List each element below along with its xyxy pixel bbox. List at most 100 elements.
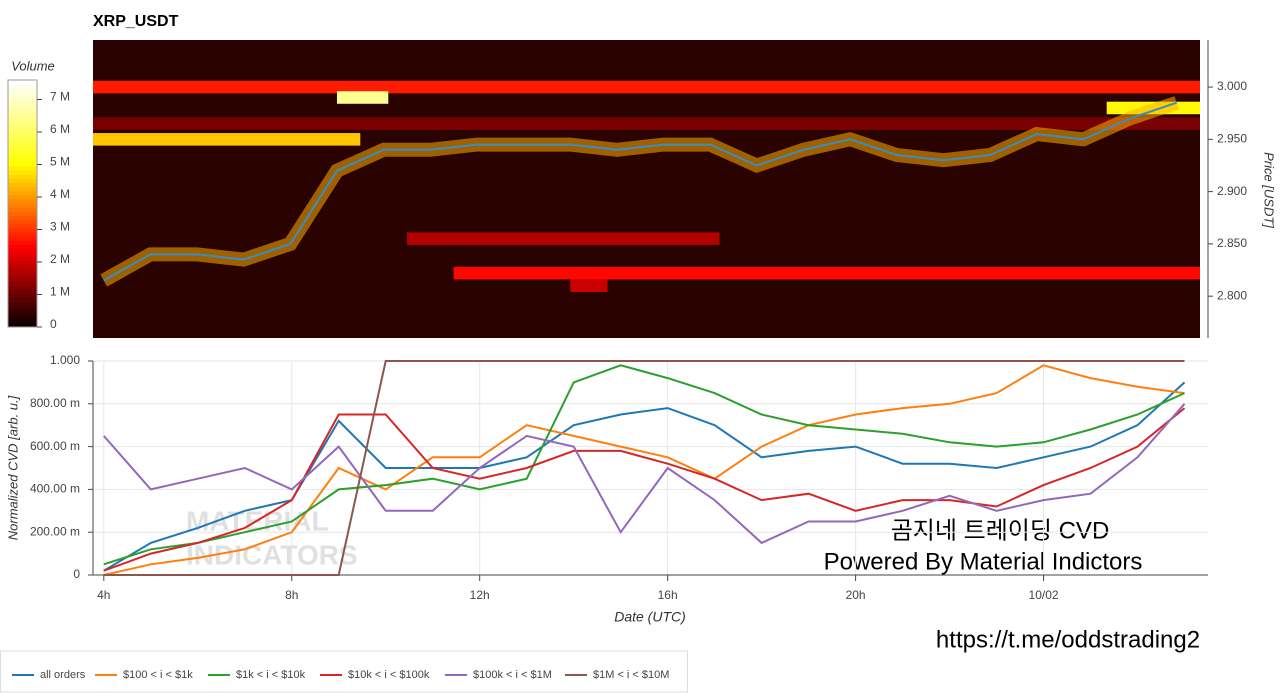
colorbar-swatch: [8, 112, 37, 118]
colorbar-swatch: [8, 314, 37, 320]
y-tick-label: 2.800: [1217, 288, 1247, 302]
colorbar-swatch: [8, 215, 37, 221]
colorbar-swatch: [8, 306, 37, 312]
colorbar-swatch: [8, 248, 37, 254]
heatmap-band: [570, 279, 608, 292]
colorbar-swatch: [8, 302, 37, 307]
heatmap-band: [93, 133, 361, 146]
heatmap-band: [93, 80, 1200, 94]
colorbar-swatch: [8, 269, 37, 274]
x-axis-label: Date (UTC): [614, 609, 686, 625]
colorbar-swatch: [8, 92, 37, 97]
y-tick-label: 600.00 m: [30, 439, 80, 453]
colorbar-swatch: [8, 318, 37, 324]
y-tick-label: 0: [73, 567, 80, 581]
colorbar-swatch: [8, 240, 37, 246]
colorbar-swatch: [8, 203, 37, 209]
colorbar-swatch: [8, 170, 37, 176]
series-line: [103, 364, 1185, 566]
colorbar-swatch: [8, 166, 37, 172]
colorbar-swatch: [8, 80, 37, 85]
colorbar-swatch: [8, 182, 37, 188]
colorbar-swatch: [8, 141, 37, 147]
colorbar-tick-label: 0: [50, 317, 57, 331]
colorbar-swatch: [8, 104, 37, 110]
colorbar-swatch: [8, 207, 37, 213]
y-tick-label: 200.00 m: [30, 524, 80, 538]
colorbar-swatch: [8, 158, 37, 163]
series-line: [103, 403, 1186, 545]
legend-label: $1M < i < $10M: [593, 669, 669, 681]
colorbar-tick-label: 7 M: [50, 90, 70, 104]
annotation: https://t.me/oddstrading2: [936, 626, 1200, 653]
series-line: [103, 360, 1185, 576]
colorbar-swatch: [8, 310, 37, 316]
colorbar-swatch: [8, 108, 37, 114]
colorbar-swatch: [8, 121, 37, 126]
x-tick-label: 12h: [470, 588, 490, 602]
colorbar-swatch: [8, 125, 37, 130]
x-tick-label: 8h: [285, 588, 298, 602]
colorbar-swatch: [8, 88, 37, 93]
colorbar-swatch: [8, 298, 37, 303]
colorbar-swatch: [8, 195, 37, 200]
legend-box: [0, 650, 688, 693]
colorbar-swatch: [8, 211, 37, 217]
colorbar-swatch: [8, 145, 37, 151]
colorbar-frame: [7, 79, 38, 328]
colorbar-tick-label: 3 M: [50, 220, 70, 234]
colorbar-label: Volume: [11, 58, 55, 73]
heatmap-band: [93, 117, 1200, 130]
colorbar-tick-label: 4 M: [50, 187, 70, 201]
heatmap-band: [336, 91, 389, 104]
colorbar-swatch: [8, 257, 37, 262]
colorbar-swatch: [8, 149, 37, 155]
price-line: [103, 101, 1178, 282]
y-tick-label: 2.950: [1217, 132, 1247, 146]
colorbar-tick-label: 2 M: [50, 252, 70, 266]
colorbar-swatch: [8, 96, 37, 102]
x-tick-label: 20h: [846, 588, 866, 602]
colorbar-swatch: [8, 199, 37, 204]
colorbar-swatch: [8, 244, 37, 250]
colorbar-swatch: [8, 294, 37, 299]
colorbar-tick-label: 6 M: [50, 122, 70, 136]
y-tick-label: 2.900: [1217, 184, 1247, 198]
colorbar-swatch: [8, 322, 37, 328]
chart-title: XRP_USDT: [93, 13, 179, 30]
y-tick-label: 2.850: [1217, 236, 1247, 250]
colorbar-swatch: [8, 265, 37, 270]
colorbar-swatch: [8, 224, 37, 229]
y-tick-label: 3.000: [1217, 79, 1247, 93]
y-axis-label: Normalized CVD [arb. u.]: [5, 395, 20, 540]
colorbar-swatch: [8, 191, 37, 196]
annotation: Powered By Material Indictors: [824, 548, 1143, 575]
colorbar-swatch: [8, 228, 37, 233]
colorbar-swatch: [8, 117, 37, 122]
heatmap-band: [406, 232, 720, 245]
colorbar-swatch: [8, 261, 37, 266]
colorbar-swatch: [8, 219, 37, 225]
colorbar-swatch: [8, 178, 37, 184]
x-tick-label: 16h: [658, 588, 678, 602]
legend-label: $1k < i < $10k: [236, 669, 306, 681]
colorbar-swatch: [8, 252, 37, 258]
series-line: [103, 407, 1186, 572]
colorbar-swatch: [8, 285, 37, 291]
x-tick-label: 4h: [97, 588, 110, 602]
colorbar-swatch: [8, 236, 37, 242]
colorbar-swatch: [8, 232, 37, 237]
colorbar-swatch: [8, 289, 37, 295]
colorbar-swatch: [8, 187, 37, 192]
colorbar-swatch: [8, 100, 37, 106]
colorbar-swatch: [8, 281, 37, 287]
series-line: [103, 381, 1186, 572]
colorbar-swatch: [8, 277, 37, 283]
legend-label: all orders: [40, 669, 86, 681]
colorbar-swatch: [8, 154, 37, 159]
colorbar-tick-label: 5 M: [50, 155, 70, 169]
colorbar-swatch: [8, 273, 37, 279]
colorbar-swatch: [8, 174, 37, 180]
legend-label: $100 < i < $1k: [123, 669, 193, 681]
colorbar-swatch: [8, 129, 37, 135]
